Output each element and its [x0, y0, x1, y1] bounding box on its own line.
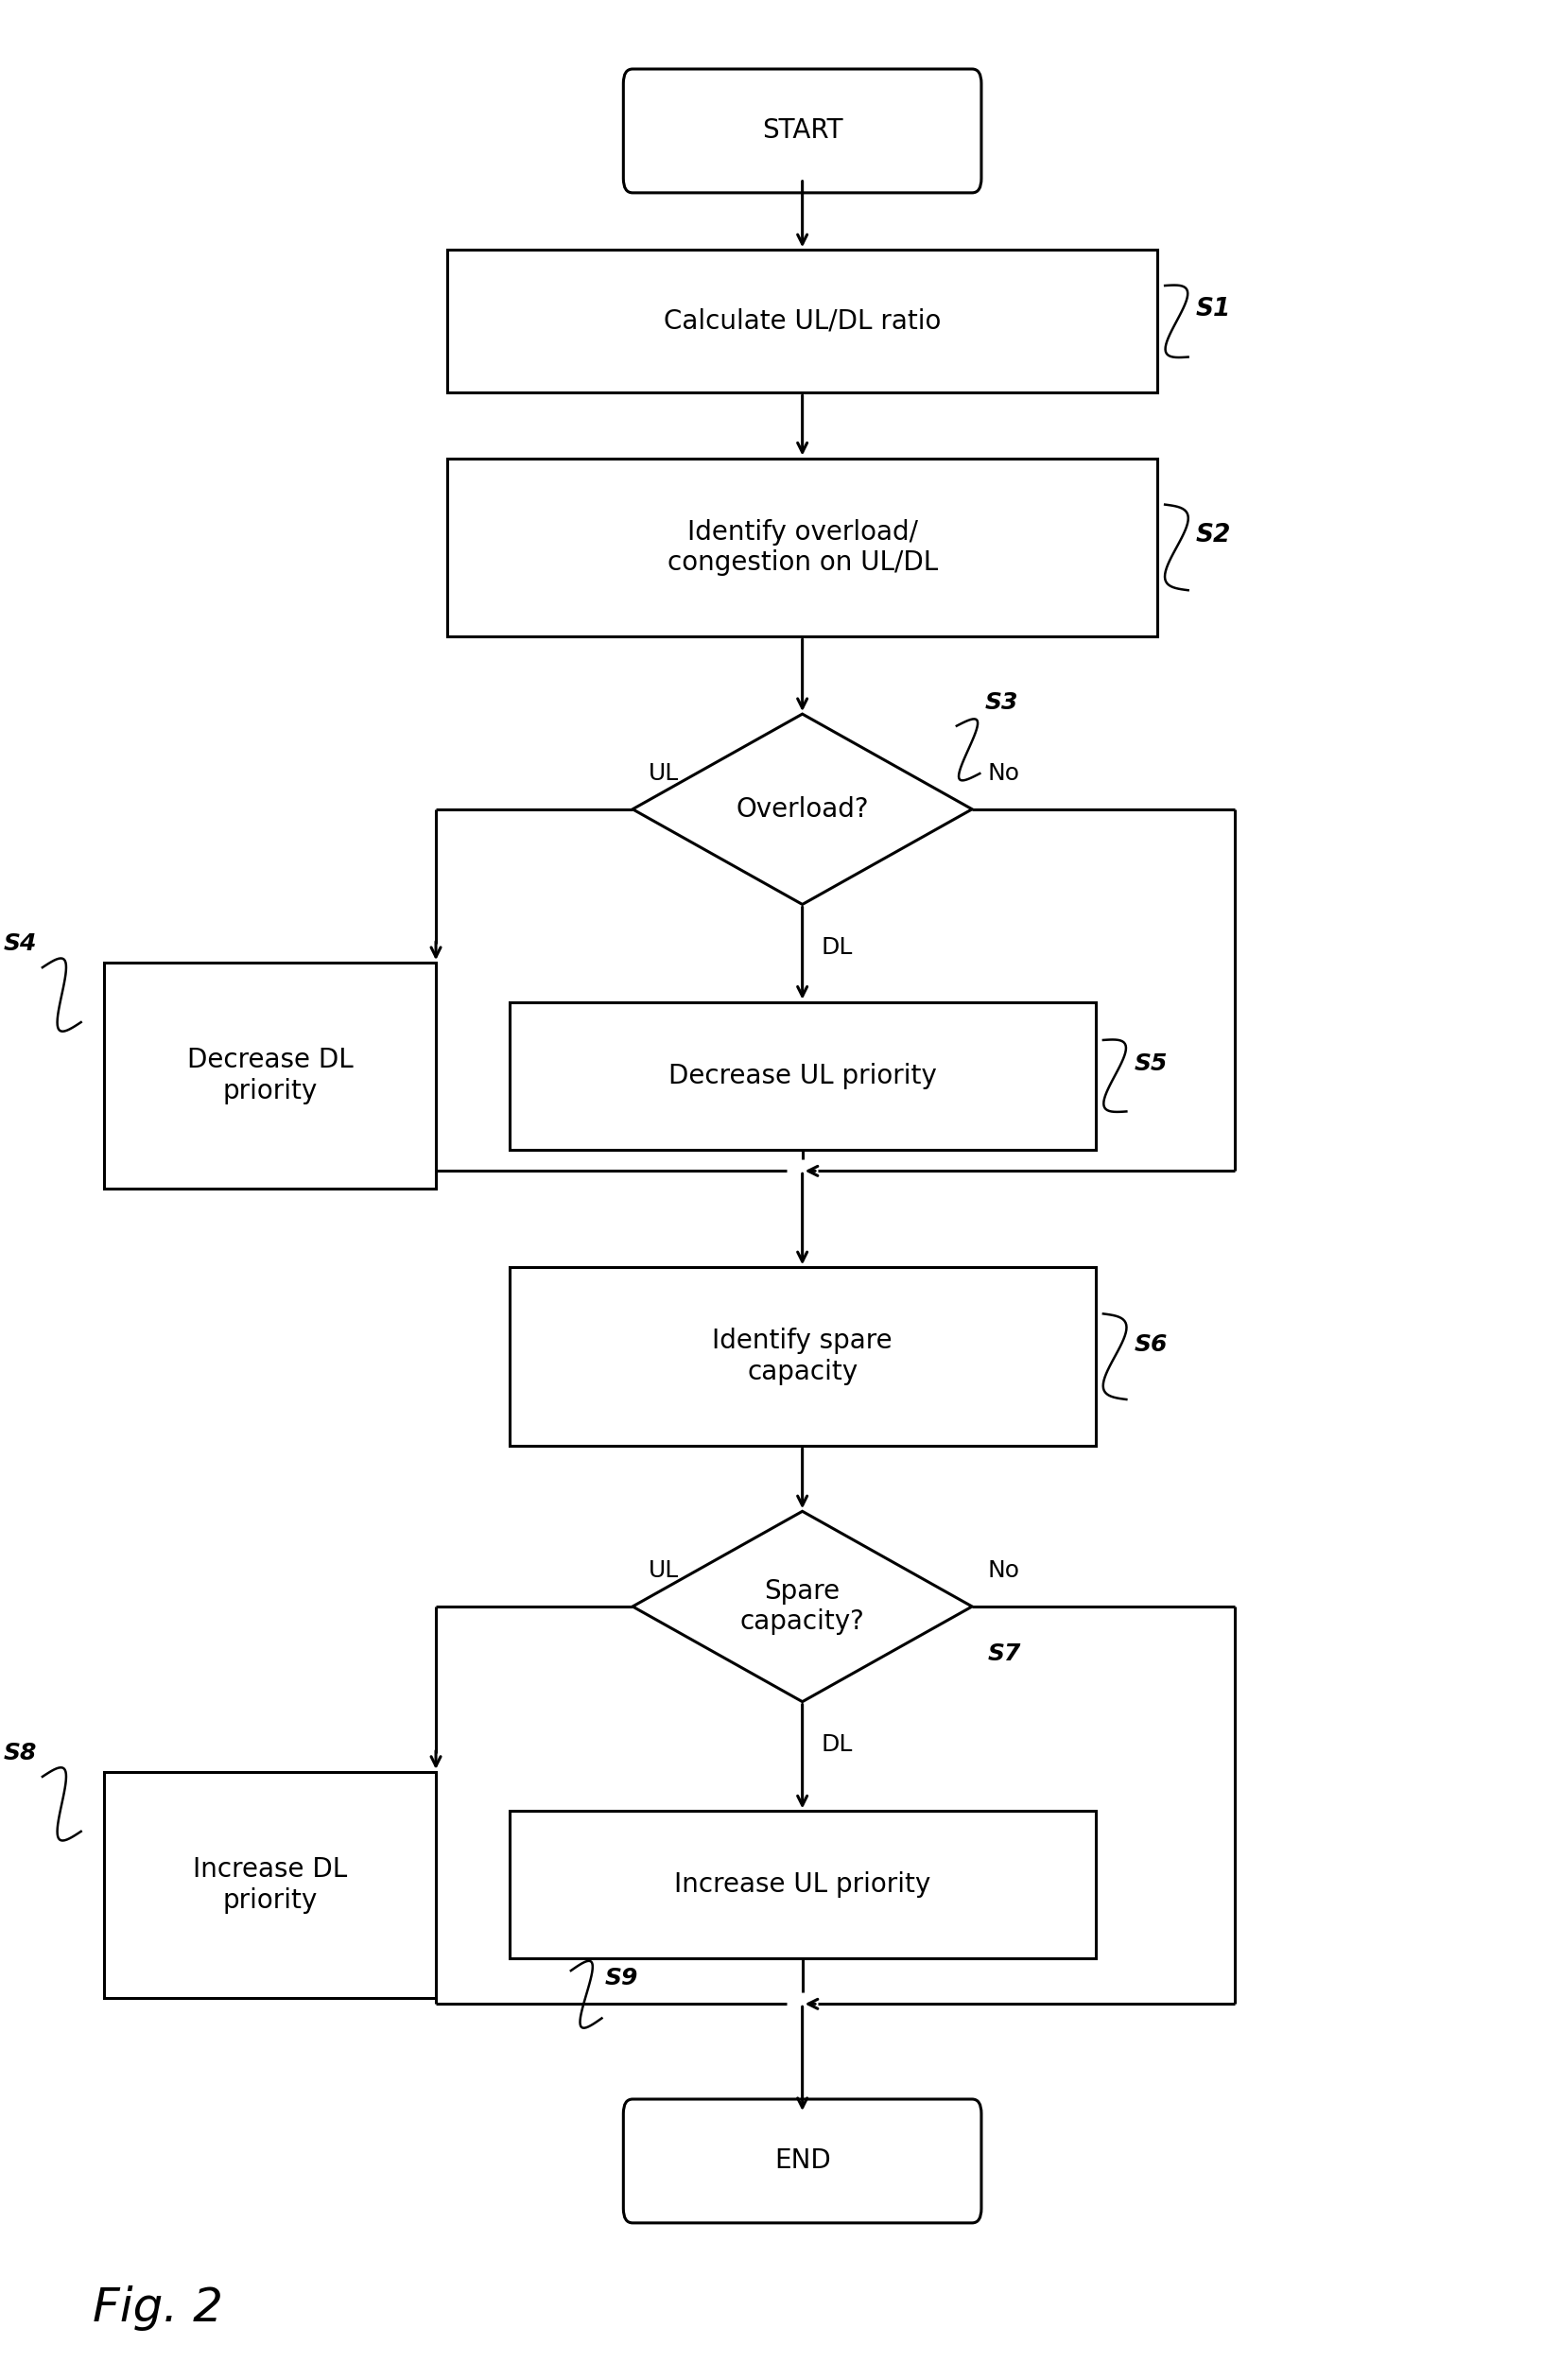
Text: START: START	[762, 117, 842, 145]
Text: Identify overload/
congestion on UL/DL: Identify overload/ congestion on UL/DL	[667, 519, 938, 576]
Text: S9: S9	[605, 1966, 639, 1990]
Polygon shape	[633, 1511, 972, 1702]
Text: S1: S1	[1196, 298, 1231, 321]
Text: S4: S4	[3, 933, 37, 954]
Text: Increase UL priority: Increase UL priority	[674, 1871, 930, 1899]
FancyBboxPatch shape	[623, 69, 981, 193]
Bar	[103, 962, 435, 1188]
Text: Fig. 2: Fig. 2	[93, 2285, 224, 2332]
Text: S7: S7	[988, 1642, 1021, 1666]
Bar	[509, 1002, 1096, 1150]
Bar	[103, 1771, 435, 1999]
Text: DL: DL	[821, 935, 852, 959]
Text: END: END	[775, 2147, 830, 2175]
Text: Increase DL
priority: Increase DL priority	[193, 1856, 347, 1914]
Text: No: No	[988, 1559, 1020, 1583]
Text: S5: S5	[1134, 1052, 1168, 1076]
Text: DL: DL	[821, 1733, 852, 1756]
FancyBboxPatch shape	[623, 2099, 981, 2223]
Text: Calculate UL/DL ratio: Calculate UL/DL ratio	[663, 307, 941, 336]
Bar	[447, 457, 1157, 635]
Polygon shape	[633, 714, 972, 904]
Text: Decrease UL priority: Decrease UL priority	[668, 1061, 937, 1090]
Text: Spare
capacity?: Spare capacity?	[741, 1578, 864, 1635]
Text: Overload?: Overload?	[736, 795, 869, 823]
Text: S3: S3	[984, 690, 1018, 714]
Text: S6: S6	[1134, 1333, 1168, 1357]
Bar	[447, 250, 1157, 393]
Text: Identify spare
capacity: Identify spare capacity	[713, 1328, 892, 1385]
Text: UL: UL	[648, 1559, 679, 1583]
Text: S8: S8	[3, 1742, 37, 1764]
Bar	[509, 1811, 1096, 1959]
Text: No: No	[988, 762, 1020, 785]
Text: S2: S2	[1196, 524, 1231, 547]
Text: UL: UL	[648, 762, 679, 785]
Text: Decrease DL
priority: Decrease DL priority	[187, 1047, 353, 1104]
Bar	[509, 1266, 1096, 1445]
